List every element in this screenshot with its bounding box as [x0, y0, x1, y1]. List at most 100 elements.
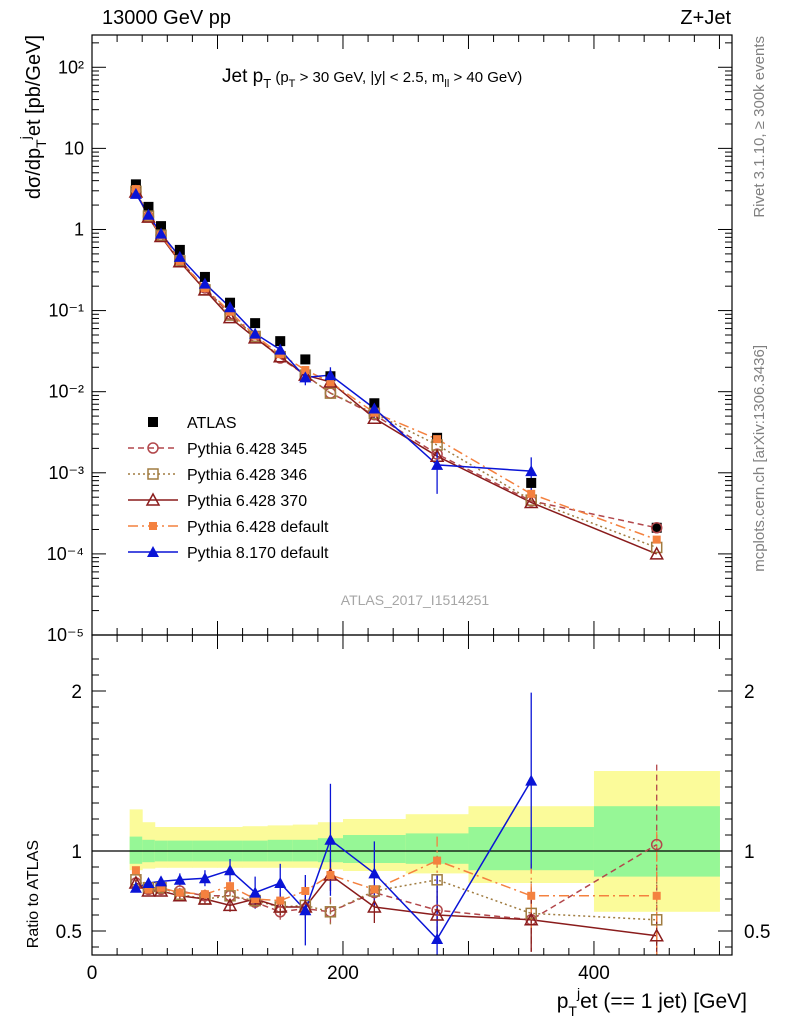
p8-marker [155, 227, 168, 239]
ratio-panel: 0.5 0.5 1 1 2 2 0 200 400 Ratio to ATLAS pTjet (… [25, 634, 770, 1019]
p8-marker [249, 886, 262, 898]
p8-marker [431, 458, 444, 470]
p370-marker [649, 546, 664, 560]
x-tick-label: 400 [578, 963, 610, 984]
y-tick-label: 1 [74, 219, 84, 239]
y-tick-label: 10⁻³ [48, 463, 84, 483]
y-tick-label: 10² [58, 57, 84, 77]
pdefault-marker [652, 535, 661, 544]
p370-marker [272, 899, 288, 913]
ratio-y-tick-label: 2 [71, 682, 82, 703]
y-tick-label: 10⁻² [48, 382, 84, 402]
p8-marker [249, 327, 262, 339]
p8-marker [274, 877, 287, 888]
ratio-y-tick-label: 1 [71, 842, 82, 863]
p346-legend-label: Pythia 6.428 346 [187, 467, 307, 484]
p8-marker [368, 402, 381, 414]
pdefault-marker [251, 895, 260, 903]
atlas-marker [156, 221, 167, 232]
p8-marker [324, 369, 337, 381]
p346-marker [147, 468, 159, 480]
p8-marker [224, 301, 237, 313]
plot-title: Jet pT (pT > 30 GeV, |y| < 2.5, mll > 40… [222, 66, 522, 91]
pdefault-marker [370, 885, 379, 894]
ratio-y-tick-label-right: 1 [744, 842, 755, 863]
pdefault-marker [301, 887, 310, 895]
y-tick-label: 10⁻⁵ [47, 625, 84, 645]
atlas-marker [300, 354, 311, 365]
atlas-marker [130, 179, 141, 190]
header-right: Z+Jet [680, 7, 731, 29]
p8-marker [198, 277, 211, 289]
atlas-marker [651, 522, 662, 533]
p8-marker [431, 933, 444, 944]
p345-marker [147, 442, 159, 454]
y-tick-label: 10⁻¹ [48, 301, 84, 321]
pdefault-marker [326, 871, 335, 879]
analysis-watermark: ATLAS_2017_I1514251 [341, 592, 490, 608]
ratio-y-tick-label: 0.5 [56, 922, 82, 943]
uncertainty-band-inner [129, 836, 143, 864]
p8-marker [142, 208, 155, 220]
atlas-marker [526, 477, 537, 488]
pdefault-marker [131, 866, 140, 875]
p8-marker [173, 250, 186, 262]
atlas-marker [174, 244, 185, 255]
p346-ratio-line [135, 879, 657, 921]
p8-marker [198, 872, 211, 884]
atlas-marker [250, 318, 261, 329]
atlas-marker [148, 417, 158, 427]
p370-marker [367, 899, 382, 913]
pdefault-marker [527, 891, 536, 900]
ratio-xlabel: pTjet (== 1 jet) [GeV] [557, 985, 747, 1019]
p8-marker [274, 343, 287, 355]
p345-marker [650, 838, 663, 851]
pdefault-marker [326, 378, 335, 387]
p346-marker [650, 914, 663, 926]
p346-marker [431, 874, 443, 886]
pdefault-marker [175, 888, 184, 897]
pdefault-marker [144, 885, 153, 894]
p345-legend-label: Pythia 6.428 345 [187, 441, 307, 458]
p370-marker [429, 907, 445, 921]
pdefault-marker [652, 891, 661, 900]
main-panel: 10⁻⁵ 10⁻⁴ 10⁻³ 10⁻² 10⁻¹ 1 10 10² Jet pT (pT > … [17, 34, 733, 645]
rivet-label: Rivet 3.1.10, ≥ 300k events [751, 36, 768, 218]
pdefault-marker [149, 522, 157, 530]
p346-marker [324, 387, 337, 399]
pdefault-marker [226, 882, 235, 891]
pdefault-ratio-line [135, 859, 657, 902]
p8-marker [324, 833, 337, 845]
atlas-marker [199, 271, 210, 282]
pdefault-legend-label: Pythia 6.428 default [187, 519, 329, 536]
pdefault-marker [301, 366, 310, 375]
p370-marker [197, 891, 213, 905]
p8-marker [129, 881, 142, 893]
p8-marker [224, 864, 237, 876]
x-tick-label: 0 [87, 963, 98, 984]
atlas-marker [143, 201, 154, 212]
x-tick-label: 200 [327, 963, 359, 984]
p346-marker [525, 907, 537, 920]
p370-marker [367, 410, 382, 425]
p346-marker [324, 906, 337, 918]
p8-marker [525, 774, 538, 786]
atlas-marker [275, 336, 286, 347]
ratio-y-tick-label-right: 0.5 [744, 922, 770, 943]
p370-marker [523, 494, 539, 509]
p345-marker [650, 522, 663, 534]
p8-marker [173, 873, 186, 885]
atlas-legend-label: ATLAS [187, 415, 237, 432]
p370-ratio-line [135, 873, 657, 937]
p370-marker [222, 897, 238, 912]
pdefault-marker [433, 435, 442, 444]
legend: ATLAS Pythia 6.428 345 Pythia 6.428 346 Pyt… [128, 415, 329, 562]
p345-marker [431, 904, 443, 916]
p8-marker [368, 867, 381, 879]
ratio-y-tick-label-right: 2 [744, 682, 755, 703]
pdefault-line [135, 188, 657, 541]
p370-marker [222, 310, 238, 324]
y-tick-label: 10⁻⁴ [47, 544, 84, 564]
p8-marker [525, 465, 538, 477]
pdefault-marker [527, 489, 536, 498]
